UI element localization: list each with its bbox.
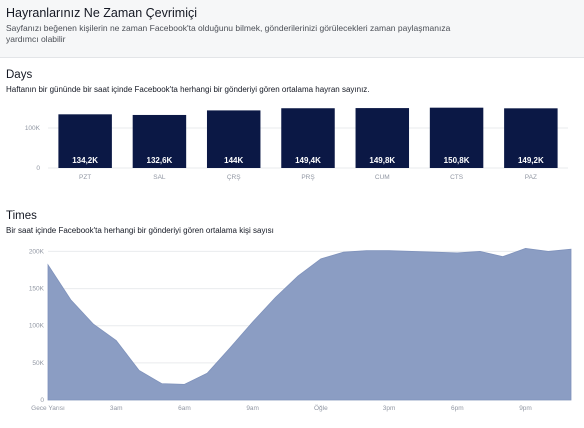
- days-bar-data-label: 144K: [224, 156, 243, 165]
- days-x-tick-label: SAL: [153, 174, 166, 181]
- days-bar-data-label: 150,8K: [444, 156, 470, 165]
- times-chart-subtitle: Bir saat içinde Facebook'ta herhangi bir…: [6, 226, 274, 235]
- days-x-tick-label: PAZ: [525, 174, 537, 181]
- days-x-tick-label: CUM: [375, 174, 390, 181]
- days-bar: [429, 107, 484, 168]
- days-y-tick-label: 0: [36, 165, 40, 172]
- days-chart-title: Days: [6, 69, 33, 81]
- times-x-tick-label: Öğle: [314, 404, 328, 412]
- days-bar-data-label: 149,2K: [518, 156, 544, 165]
- days-x-tick-label: PZT: [79, 174, 91, 181]
- days-bar: [281, 108, 335, 168]
- page-title: Hayranlarınız Ne Zaman Çevrimiçi: [6, 6, 198, 20]
- times-chart-title: Times: [6, 210, 37, 222]
- days-chart-subtitle: Haftanın bir gününde bir saat içinde Fac…: [6, 85, 370, 94]
- times-x-tick-label: 6am: [178, 405, 191, 412]
- days-bar: [58, 114, 112, 168]
- days-bar: [206, 110, 261, 168]
- days-bar: [355, 108, 410, 168]
- times-x-tick-label: 9pm: [519, 405, 532, 412]
- days-x-tick-label: PRŞ: [301, 174, 315, 181]
- days-bar-data-label: 149,4K: [295, 156, 321, 165]
- days-bar-data-label: 132,6K: [147, 156, 173, 165]
- days-y-tick-label: 100K: [25, 125, 41, 132]
- times-y-tick-label: 0: [40, 397, 44, 404]
- times-x-tick-label: 3am: [110, 405, 123, 412]
- times-y-tick-label: 200K: [29, 248, 45, 255]
- times-x-tick-label: 9am: [246, 405, 259, 412]
- times-area-series: [47, 248, 572, 401]
- times-y-tick-label: 100K: [29, 323, 45, 330]
- times-y-tick-label: 150K: [29, 286, 45, 293]
- times-y-tick-label: 50K: [32, 360, 44, 367]
- days-bar-data-label: 149,8K: [369, 156, 395, 165]
- days-bar: [132, 114, 187, 168]
- times-x-tick-label: Gece Yarısı: [31, 405, 65, 412]
- times-x-tick-label: 6pm: [451, 405, 464, 412]
- days-x-tick-label: CTS: [450, 174, 464, 181]
- page-subtitle: Sayfanızı beğenen kişilerin ne zaman Fac…: [6, 23, 451, 44]
- times-x-tick-label: 3pm: [383, 405, 396, 412]
- times-area-chart: 0 50K 100K 150K 200K Gece Yarısı 3am 6am 9am Öğle…: [29, 248, 572, 412]
- page-header: Hayranlarınız Ne Zaman Çevrimiçi Sayfanı…: [0, 0, 584, 58]
- days-x-tick-label: ÇRŞ: [227, 174, 241, 181]
- days-bar-data-label: 134,2K: [72, 156, 98, 165]
- days-bar-chart: 0 100K 134,2K PZT 132,6K SAL 144K ÇRŞ 149,4K PRŞ 1…: [25, 107, 568, 181]
- days-bar: [504, 108, 558, 168]
